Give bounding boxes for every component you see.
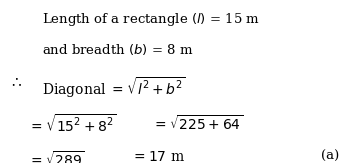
Text: $= \sqrt{15^2 + 8^2}$: $= \sqrt{15^2 + 8^2}$	[28, 114, 116, 135]
Text: (a): (a)	[321, 150, 339, 163]
Text: Diagonal $= \sqrt{\mathit{l}^2 + \mathit{b}^2}$: Diagonal $= \sqrt{\mathit{l}^2 + \mathit…	[42, 75, 185, 100]
Text: $\therefore$: $\therefore$	[9, 75, 22, 89]
Text: $= 17$ m: $= 17$ m	[131, 150, 185, 163]
Text: and breadth $(\mathit{b})$ = 8 m: and breadth $(\mathit{b})$ = 8 m	[42, 42, 193, 57]
Text: $= \sqrt{289}$: $= \sqrt{289}$	[28, 150, 84, 163]
Text: Length of a rectangle $(\mathit{l})$ = 15 m: Length of a rectangle $(\mathit{l})$ = 1…	[42, 11, 260, 28]
Text: $= \sqrt{225 + 64}$: $= \sqrt{225 + 64}$	[152, 114, 244, 133]
